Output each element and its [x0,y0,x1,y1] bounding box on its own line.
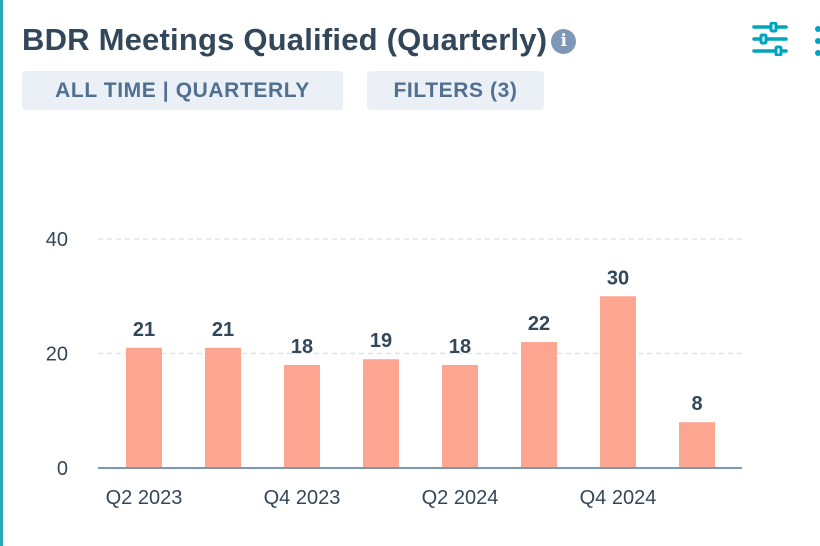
bar [363,359,399,468]
bar-value-label: 18 [449,336,471,358]
date-range-chip[interactable]: ALL TIME | QUARTERLY [22,71,343,110]
title-row: BDR Meetings Qualified (Quarterly) i [22,22,577,58]
bar [679,422,715,468]
bar [600,296,636,468]
bar-value-label: 22 [528,313,550,335]
x-tick-label: Q4 2024 [580,487,657,509]
x-tick-label: Q2 2023 [106,487,183,509]
y-tick-label: 40 [46,229,68,251]
x-tick-label: Q2 2024 [422,487,499,509]
bar [442,364,478,468]
filters-chip[interactable]: FILTERS (3) [367,71,544,110]
report-title: BDR Meetings Qualified (Quarterly) [22,22,548,57]
card-left-accent [0,0,3,546]
bar [284,364,320,468]
bar-value-label: 30 [607,267,629,289]
more-vertical-icon[interactable] [812,24,820,58]
bar-value-label: 8 [691,393,702,415]
bar-value-label: 21 [212,319,234,341]
bar-value-label: 18 [291,336,313,358]
x-tick-label: Q4 2023 [264,487,341,509]
bar [126,347,162,468]
bar [521,342,557,468]
sliders-icon[interactable] [752,22,788,56]
bar-value-label: 21 [133,319,155,341]
y-tick-label: 0 [57,458,68,480]
bar-value-label: 19 [370,330,392,352]
y-tick-label: 20 [46,344,68,366]
bar [205,347,241,468]
info-icon[interactable]: i [551,28,577,54]
